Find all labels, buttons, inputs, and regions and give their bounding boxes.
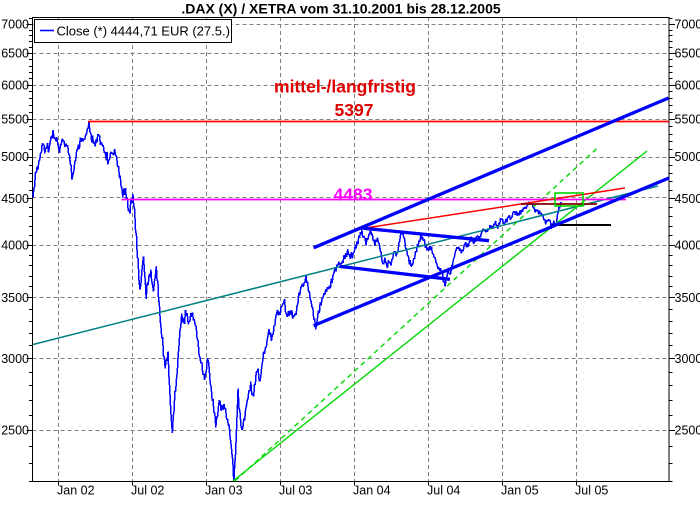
svg-text:6500: 6500 <box>675 47 700 61</box>
svg-text:Jan 05: Jan 05 <box>501 484 539 498</box>
svg-text:Jul 05: Jul 05 <box>575 484 608 498</box>
svg-text:6500: 6500 <box>1 47 29 61</box>
svg-text:4000: 4000 <box>675 238 700 252</box>
svg-text:4500: 4500 <box>1 192 29 206</box>
svg-text:mittel-/langfristig: mittel-/langfristig <box>274 77 416 97</box>
svg-text:4483: 4483 <box>334 185 373 205</box>
svg-text:6000: 6000 <box>675 78 700 92</box>
svg-text:7000: 7000 <box>675 18 700 32</box>
svg-text:Jan 03: Jan 03 <box>205 484 243 498</box>
svg-text:Jan 02: Jan 02 <box>57 484 95 498</box>
svg-text:2500: 2500 <box>1 424 29 438</box>
svg-text:5397: 5397 <box>335 100 374 120</box>
svg-text:Jul 02: Jul 02 <box>131 484 164 498</box>
svg-text:4000: 4000 <box>1 238 29 252</box>
svg-text:.DAX (X) / XETRA vom 31.10.200: .DAX (X) / XETRA vom 31.10.2001 bis 28.1… <box>181 1 501 17</box>
svg-text:Close (*) 4444,71 EUR (27.5.): Close (*) 4444,71 EUR (27.5.) <box>57 24 230 39</box>
svg-text:6000: 6000 <box>1 78 29 92</box>
svg-text:3000: 3000 <box>675 352 700 366</box>
svg-text:5000: 5000 <box>675 150 700 164</box>
svg-text:Jul 03: Jul 03 <box>279 484 312 498</box>
svg-text:5500: 5500 <box>1 113 29 127</box>
svg-text:Jan 04: Jan 04 <box>353 484 391 498</box>
svg-text:2500: 2500 <box>675 424 700 438</box>
svg-text:7000: 7000 <box>1 18 29 32</box>
svg-text:3500: 3500 <box>675 291 700 305</box>
svg-text:5500: 5500 <box>675 113 700 127</box>
svg-text:4500: 4500 <box>675 192 700 206</box>
svg-text:5000: 5000 <box>1 150 29 164</box>
svg-text:3000: 3000 <box>1 352 29 366</box>
svg-text:Jul 04: Jul 04 <box>427 484 460 498</box>
svg-text:3500: 3500 <box>1 291 29 305</box>
